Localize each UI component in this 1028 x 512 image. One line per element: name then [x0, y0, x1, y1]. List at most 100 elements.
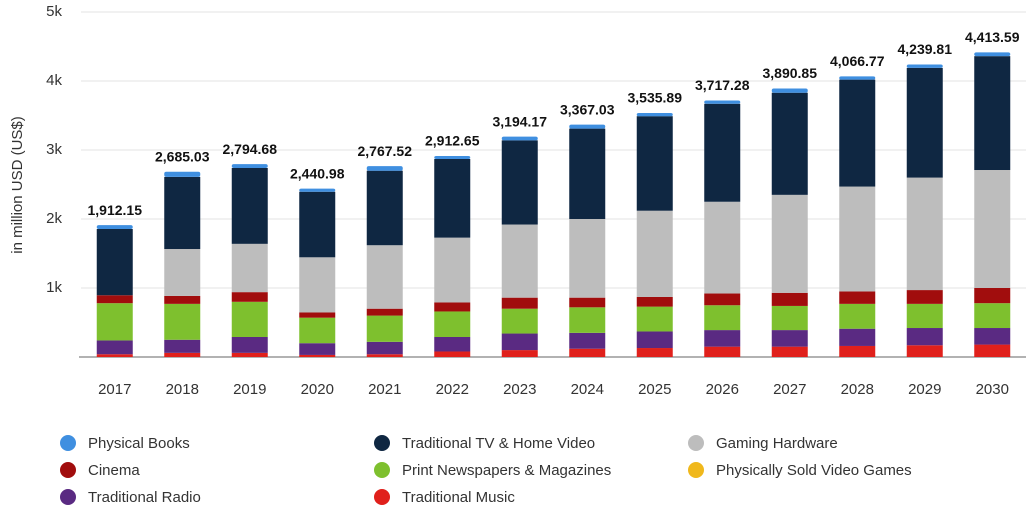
bar-segment: [569, 124, 606, 129]
legend-label: Physical Books: [88, 435, 190, 452]
bar-segment: [704, 305, 741, 331]
bar-segment: [96, 229, 133, 296]
bar-segment: [636, 113, 673, 117]
legend-swatch: [374, 489, 390, 505]
bar-segment: [569, 348, 606, 357]
bar-segment: [906, 64, 943, 68]
bar-segment: [569, 307, 606, 333]
bar-segment: [906, 303, 943, 329]
bar-segment: [501, 333, 538, 351]
x-tick-label: 2029: [908, 381, 941, 398]
y-tick-label: 2k: [46, 210, 62, 227]
legend-swatch: [60, 435, 76, 451]
x-tick-label: 2025: [638, 381, 671, 398]
legend-swatch: [374, 435, 390, 451]
bar-segment: [974, 52, 1011, 57]
legend-swatch: [374, 462, 390, 478]
x-tick-label: 2024: [571, 381, 604, 398]
legend-label: Print Newspapers & Magazines: [402, 462, 611, 479]
bar-segment: [299, 257, 336, 313]
y-tick-label: 4k: [46, 72, 62, 89]
x-tick-label: 2027: [773, 381, 806, 398]
bar-segment: [96, 295, 133, 304]
total-label: 2,767.52: [358, 143, 413, 159]
bar-segment: [299, 188, 336, 192]
bar-segment: [164, 295, 201, 304]
bar-segment: [974, 344, 1011, 357]
total-label: 3,194.17: [493, 113, 548, 129]
legend-label: Traditional TV & Home Video: [402, 435, 595, 452]
bar-segment: [501, 350, 538, 357]
y-tick-label: 1k: [46, 279, 62, 296]
legend-label: Gaming Hardware: [716, 435, 838, 452]
bar-segment: [231, 336, 268, 353]
bar-segment: [299, 343, 336, 355]
bar-segment: [906, 177, 943, 291]
bar-segment: [434, 311, 471, 337]
legend-swatch: [688, 462, 704, 478]
bar-segment: [366, 166, 403, 171]
bar-segment: [906, 328, 943, 346]
bar-segment: [164, 176, 201, 250]
bar-segment: [434, 302, 471, 312]
x-tick-label: 2028: [841, 381, 874, 398]
bar-segment: [771, 330, 808, 347]
bar-segment: [704, 100, 741, 104]
total-label: 2,685.03: [155, 148, 210, 164]
bar-segment: [839, 79, 876, 187]
bar-segment: [231, 167, 268, 244]
bar-segment: [231, 243, 268, 293]
bar-segment: [366, 341, 403, 355]
legend-label: Traditional Radio: [88, 489, 201, 506]
bar-segment: [636, 296, 673, 307]
total-label: 2,440.98: [290, 165, 345, 181]
bar-segment: [569, 128, 606, 219]
bar-segment: [299, 317, 336, 344]
bar-segment: [906, 345, 943, 357]
legend-label: Traditional Music: [402, 489, 515, 506]
x-tick-label: 2018: [166, 381, 199, 398]
bar-segment: [839, 328, 876, 346]
total-label: 2,912.65: [425, 133, 480, 149]
total-label: 4,066.77: [830, 53, 885, 69]
bar-segment: [164, 249, 201, 296]
x-tick-label: 2019: [233, 381, 266, 398]
bar-segment: [231, 301, 268, 337]
bar-segment: [704, 293, 741, 306]
total-label: 4,413.59: [965, 29, 1020, 45]
bar-segment: [96, 354, 133, 357]
bar-segment: [501, 297, 538, 309]
bar-segment: [704, 201, 741, 294]
bar-segment: [974, 56, 1011, 171]
bar-segment: [231, 292, 268, 302]
bar-segment: [501, 308, 538, 334]
bar-segment: [704, 330, 741, 347]
bar-segment: [771, 88, 808, 93]
bar-segment: [434, 156, 471, 159]
x-tick-label: 2017: [98, 381, 131, 398]
y-tick-label: 3k: [46, 141, 62, 158]
bar-segment: [501, 136, 538, 141]
bar-segment: [434, 158, 471, 238]
total-label: 3,717.28: [695, 77, 750, 93]
bar-segment: [231, 352, 268, 357]
bar-segment: [434, 336, 471, 352]
bar-segment: [366, 245, 403, 309]
y-tick-label: 5k: [46, 3, 62, 20]
bar-segment: [569, 297, 606, 308]
bar-segment: [366, 170, 403, 246]
bar-segment: [839, 291, 876, 304]
bar-segment: [366, 308, 403, 316]
bar-segment: [771, 292, 808, 306]
bar-segment: [974, 303, 1011, 329]
bar-segment: [906, 67, 943, 178]
bar-segment: [164, 303, 201, 340]
bar-segment: [636, 306, 673, 332]
total-label: 3,367.03: [560, 101, 615, 117]
bar-segment: [839, 76, 876, 80]
x-tick-label: 2023: [503, 381, 536, 398]
bar-segment: [839, 303, 876, 329]
x-tick-label: 2021: [368, 381, 401, 398]
legend-label: Cinema: [88, 462, 140, 479]
